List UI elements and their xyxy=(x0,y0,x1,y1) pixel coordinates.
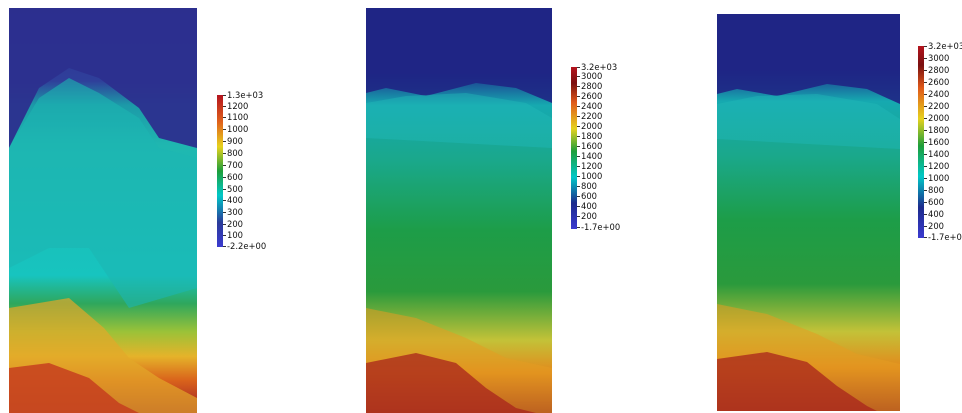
field-plot-1 xyxy=(9,8,197,413)
colorbar-tick: 1200 xyxy=(581,161,603,171)
colorbar-tick: 2800 xyxy=(928,65,950,75)
field-plot-2 xyxy=(366,8,552,413)
colorbar-tick: 2000 xyxy=(581,121,603,131)
colorbar-tick: 200 xyxy=(928,221,944,231)
colorbar-tick: 300 xyxy=(227,207,243,217)
colorbar-tick: 1600 xyxy=(928,137,950,147)
colorbar-tick: 2400 xyxy=(581,101,603,111)
colorbar-tick: 400 xyxy=(928,209,944,219)
colorbar-1: 1.3e+03 1200 1100 1000 900 800 700 600 5… xyxy=(217,91,287,251)
colorbar-tick: 2200 xyxy=(928,101,950,111)
colorbar-tick: 800 xyxy=(227,148,243,158)
colorbar-tick: 200 xyxy=(227,219,243,229)
colorbar-tick: 1200 xyxy=(227,101,249,111)
colorbar-tick: 800 xyxy=(928,185,944,195)
colorbar-tick: 2400 xyxy=(928,89,950,99)
colorbar-tick: 900 xyxy=(227,136,243,146)
colorbar-min-label: -2.2e+00 xyxy=(227,241,267,251)
colorbar-3: 3.2e+03 3000 2800 2600 2400 2200 2000 18… xyxy=(918,42,962,242)
colorbar-tick: 500 xyxy=(227,184,243,194)
colorbar-gradient xyxy=(918,46,924,238)
colorbar-tick: 600 xyxy=(928,197,944,207)
colorbar-tick: 600 xyxy=(581,191,597,201)
colorbar-tick: 1800 xyxy=(581,131,603,141)
colorbar-tick: 600 xyxy=(227,172,243,182)
field-plot-3 xyxy=(717,14,900,411)
colorbar-max-label: 3.2e+03 xyxy=(928,41,962,51)
colorbar-tick: 400 xyxy=(581,201,597,211)
colorbar-tick: 200 xyxy=(581,211,597,221)
colorbar-min-label: -1.7e+00 xyxy=(928,232,962,242)
colorbar-max-label: 3.2e+03 xyxy=(581,62,618,72)
colorbar-tick: 1000 xyxy=(227,124,249,134)
colorbar-gradient xyxy=(217,95,223,247)
colorbar-gradient xyxy=(571,67,577,229)
colorbar-tick: 1400 xyxy=(928,149,950,159)
colorbar-tick: 400 xyxy=(227,195,243,205)
colorbar-min-label: -1.7e+00 xyxy=(581,222,621,232)
colorbar-tick: 100 xyxy=(227,230,243,240)
colorbar-tick: 2600 xyxy=(581,91,603,101)
colorbar-tick: 1200 xyxy=(928,161,950,171)
colorbar-tick: 3000 xyxy=(581,71,603,81)
colorbar-max-label: 1.3e+03 xyxy=(227,90,264,100)
colorbar-tick: 1400 xyxy=(581,151,603,161)
colorbar-tick: 1000 xyxy=(928,173,950,183)
colorbar-tick: 800 xyxy=(581,181,597,191)
colorbar-tick: 2600 xyxy=(928,77,950,87)
colorbar-2: 3.2e+03 3000 2800 2600 2400 2200 2000 18… xyxy=(571,63,641,232)
colorbar-tick: 3000 xyxy=(928,53,950,63)
colorbar-tick: 2000 xyxy=(928,113,950,123)
colorbar-tick: 2800 xyxy=(581,81,603,91)
colorbar-tick: 1600 xyxy=(581,141,603,151)
colorbar-tick: 1800 xyxy=(928,125,950,135)
colorbar-tick: 2200 xyxy=(581,111,603,121)
colorbar-tick: 700 xyxy=(227,160,243,170)
colorbar-tick: 1000 xyxy=(581,171,603,181)
colorbar-tick: 1100 xyxy=(227,112,249,122)
